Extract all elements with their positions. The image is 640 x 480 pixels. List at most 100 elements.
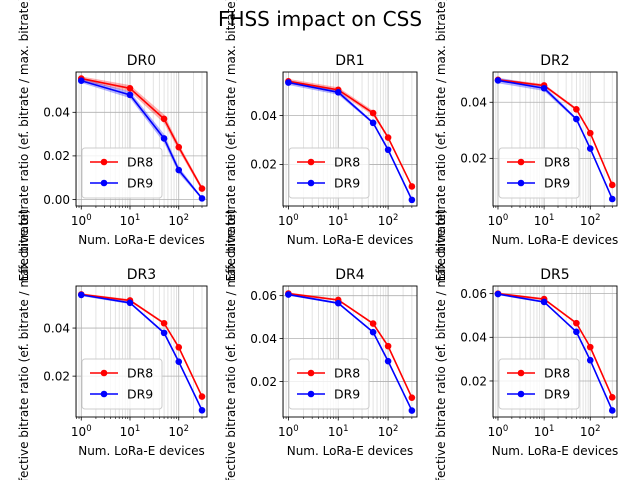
x-tick-exponent: 0 [503,213,508,223]
data-point-dr9 [384,357,392,365]
data-point-dr9 [126,299,134,307]
data-point-dr9 [198,195,206,202]
x-tick-label: 101 [534,213,555,228]
y-tick-label: 0.02 [250,158,277,172]
x-tick-exponent: 1 [135,424,140,434]
data-point-dr8 [608,394,616,401]
y-axis-label: Effective bitrate ratio (ef. bitrate / m… [224,209,238,480]
plot-area [285,77,416,204]
x-tick-label: 102 [168,424,189,439]
x-tick-exponent: 0 [293,213,298,223]
x-axis-label: Num. LoRa-E devices [492,444,619,458]
data-point-dr9 [285,291,292,298]
subplot-title: DR5 [540,267,569,283]
y-tick-label: 0.06 [250,289,277,303]
axes-frame [75,285,208,418]
subplot-title: DR1 [335,53,364,69]
y-axis-label: Effective bitrate ratio (ef. bitrate / m… [434,0,448,281]
x-tick-base: 10 [488,214,503,228]
x-tick-label: 100 [488,424,509,439]
data-point-dr9 [408,196,416,204]
legend-label-dr8: DR8 [334,366,360,381]
data-point-dr8 [384,342,392,350]
data-point-dr8 [198,185,206,192]
x-tick-exponent: 1 [135,213,140,223]
x-tick-label: 102 [168,213,189,228]
legend-swatch-marker [100,369,108,377]
x-tick-base: 10 [71,425,86,439]
axes-frame [75,71,208,207]
x-tick-exponent: 1 [549,213,554,223]
x-tick-exponent: 2 [595,213,600,223]
legend-swatch-marker [307,369,315,377]
x-tick-label: 101 [534,424,555,439]
x-tick-label: 101 [328,213,349,228]
plot-area [494,76,616,203]
data-point-dr8 [175,343,183,351]
data-point-dr9 [77,291,85,299]
data-point-dr8 [586,343,594,351]
y-tick-label: 0.02 [460,374,487,388]
x-tick-base: 10 [328,425,343,439]
x-tick-base: 10 [278,425,293,439]
y-tick-label: 0.02 [460,152,487,166]
legend-swatch-marker [307,158,315,166]
x-tick-exponent: 0 [503,424,508,434]
data-point-dr9 [334,88,342,96]
x-tick-base: 10 [328,214,343,228]
data-point-dr8 [408,183,416,190]
data-point-dr9 [160,135,168,142]
data-point-dr9 [77,77,85,85]
subplot-title: DR3 [127,267,156,283]
data-point-dr9 [494,290,502,298]
x-tick-exponent: 1 [343,424,348,434]
x-tick-exponent: 0 [293,424,298,434]
x-tick-base: 10 [168,425,183,439]
x-tick-base: 10 [378,425,393,439]
legend-label-dr8: DR8 [544,366,570,381]
x-tick-exponent: 0 [86,424,91,434]
legend-label-dr9: DR9 [334,176,360,191]
plot-area [77,291,206,414]
x-axis-label: Num. LoRa-E devices [78,233,205,247]
legend-label-dr8: DR8 [127,155,153,170]
data-point-dr9 [126,91,134,99]
x-tick-exponent: 2 [393,424,398,434]
confidence-band-dr9 [288,80,412,202]
y-tick-label: 0.06 [460,287,487,301]
legend-swatch-marker [307,179,315,187]
x-tick-label: 100 [278,424,299,439]
x-tick-exponent: 2 [184,213,189,223]
data-point-dr8 [175,143,183,151]
figure-title: FHSS impact on CSS [218,7,422,31]
y-axis-label: Effective bitrate ratio (ef. bitrate / m… [17,209,31,480]
x-tick-label: 102 [580,424,601,439]
legend-label-dr8: DR8 [544,155,570,170]
data-point-dr9 [573,328,580,336]
legend-swatch-marker [100,158,108,166]
x-tick-label: 102 [378,424,399,439]
x-tick-label: 101 [120,424,141,439]
plot-area [285,290,416,414]
subplot-title: DR2 [540,53,569,69]
data-point-dr9 [175,166,183,174]
x-axis-label: Num. LoRa-E devices [78,444,205,458]
data-point-dr9 [540,298,548,306]
data-point-dr9 [608,407,616,414]
y-tick-label: 0.02 [43,149,70,163]
x-tick-base: 10 [120,214,135,228]
x-tick-label: 102 [378,213,399,228]
x-tick-exponent: 1 [549,424,554,434]
legend-swatch-marker [100,390,108,398]
x-tick-base: 10 [168,214,183,228]
data-point-dr8 [573,319,580,327]
data-point-dr9 [285,79,292,86]
y-tick-label: 0.02 [43,369,70,383]
